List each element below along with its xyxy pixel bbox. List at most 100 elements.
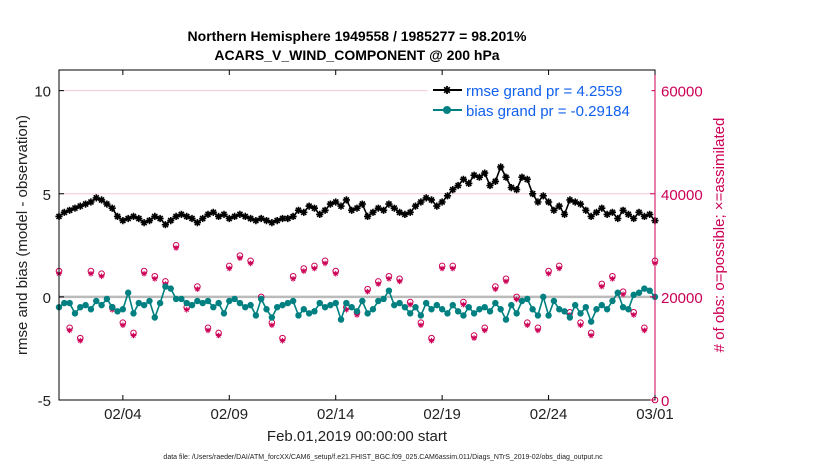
rmse-point: [172, 212, 180, 220]
bias-point: [550, 297, 558, 305]
obs-assimilated-point: [247, 260, 254, 267]
bias-point: [87, 306, 95, 313]
bias-point: [183, 299, 190, 307]
bias-point: [316, 299, 323, 307]
bias-point: [449, 301, 456, 309]
bias-point: [609, 297, 616, 305]
rmse-point: [326, 200, 334, 208]
bias-point: [311, 308, 318, 315]
bias-point: [587, 318, 595, 325]
obs-assimilated-point: [332, 270, 339, 277]
rmse-point: [193, 219, 201, 227]
rmse-point: [225, 214, 233, 223]
bias-point: [603, 306, 611, 313]
obs-assimilated-point: [535, 327, 541, 334]
bias-point: [263, 306, 270, 313]
rmse-point: [215, 212, 223, 220]
rmse-point: [135, 214, 143, 223]
rmse-point: [183, 212, 191, 220]
rmse-point: [560, 210, 569, 218]
bias-point: [545, 312, 552, 319]
bias-point: [162, 283, 169, 290]
bias-point: [401, 303, 409, 311]
bias-point: [422, 299, 430, 307]
bias-point: [529, 306, 536, 313]
rmse-point: [545, 198, 553, 206]
bias-point: [82, 301, 89, 309]
x-tick-label: 02/09: [211, 406, 249, 423]
rmse-point: [98, 196, 106, 204]
bias-point: [470, 310, 478, 317]
obs-assimilated-point: [311, 265, 318, 272]
bias-point: [518, 297, 526, 305]
rmse-point: [571, 198, 579, 206]
obs-assimilated-point: [301, 268, 307, 274]
rmse-point: [608, 208, 616, 216]
bias-point: [577, 310, 584, 317]
rmse-point: [241, 212, 249, 220]
obs-assimilated-point: [620, 291, 626, 298]
rmse-point: [76, 202, 84, 210]
obs-assimilated-point: [322, 260, 328, 267]
bias-point: [130, 310, 137, 317]
bias-point: [396, 299, 403, 307]
bias-point: [369, 306, 377, 313]
obs-assimilated-point: [290, 276, 296, 282]
bias-point: [407, 310, 414, 317]
y-tick-label-right: 0: [661, 393, 669, 410]
bias-point: [502, 316, 510, 323]
rmse-point: [576, 200, 585, 208]
obs-assimilated-point: [215, 332, 222, 339]
obs-assimilated-point: [513, 296, 520, 303]
legend: rmse grand pr = 4.2559 bias grand pr = -…: [427, 76, 652, 120]
bias-point: [635, 289, 643, 296]
bias-point: [247, 301, 254, 309]
bias-point: [492, 299, 499, 307]
rmse-point: [646, 210, 654, 218]
bias-point: [364, 310, 371, 317]
rmse-point: [124, 214, 132, 223]
bias-point: [77, 303, 84, 311]
bias-point: [93, 297, 100, 305]
rmse-point: [199, 214, 207, 223]
rmse-point: [587, 212, 595, 220]
obs-assimilated-point: [152, 276, 158, 282]
obs-assimilated-point: [471, 335, 477, 341]
rmse-point: [550, 206, 558, 214]
bias-point: [284, 299, 292, 307]
bias-point: [454, 308, 462, 315]
legend-bias-marker: [443, 106, 451, 114]
rmse-point: [369, 208, 377, 216]
rmse-point: [475, 173, 483, 181]
bias-point: [337, 316, 345, 323]
rmse-point: [358, 200, 366, 208]
rmse-point: [635, 208, 643, 216]
bias-point: [417, 312, 425, 319]
bias-point: [226, 297, 233, 305]
obs-assimilated-point: [386, 276, 392, 282]
rmse-point: [204, 210, 212, 218]
rmse-point: [566, 196, 574, 204]
rmse-point: [262, 217, 271, 225]
rmse-point: [156, 214, 164, 223]
bias-point: [582, 303, 590, 311]
rmse-point: [422, 194, 430, 202]
bias-point: [348, 303, 355, 311]
rmse-point: [188, 214, 196, 223]
bias-point: [167, 285, 174, 292]
bias-point: [124, 289, 132, 296]
bias-point: [412, 303, 419, 311]
obs-assimilated-point: [194, 286, 201, 292]
obs-assimilated-point: [77, 337, 84, 344]
legend-rmse-star: [443, 86, 451, 94]
bias-point: [476, 306, 483, 313]
y-tick-label-left: 5: [43, 187, 51, 204]
rmse-point: [87, 198, 95, 206]
y-tick-label-right: 60000: [661, 84, 703, 101]
bias-point: [215, 299, 222, 307]
bias-point: [380, 295, 387, 303]
rmse-point: [630, 214, 638, 223]
rmse-point: [273, 217, 281, 225]
obs-assimilated-point: [630, 312, 637, 318]
